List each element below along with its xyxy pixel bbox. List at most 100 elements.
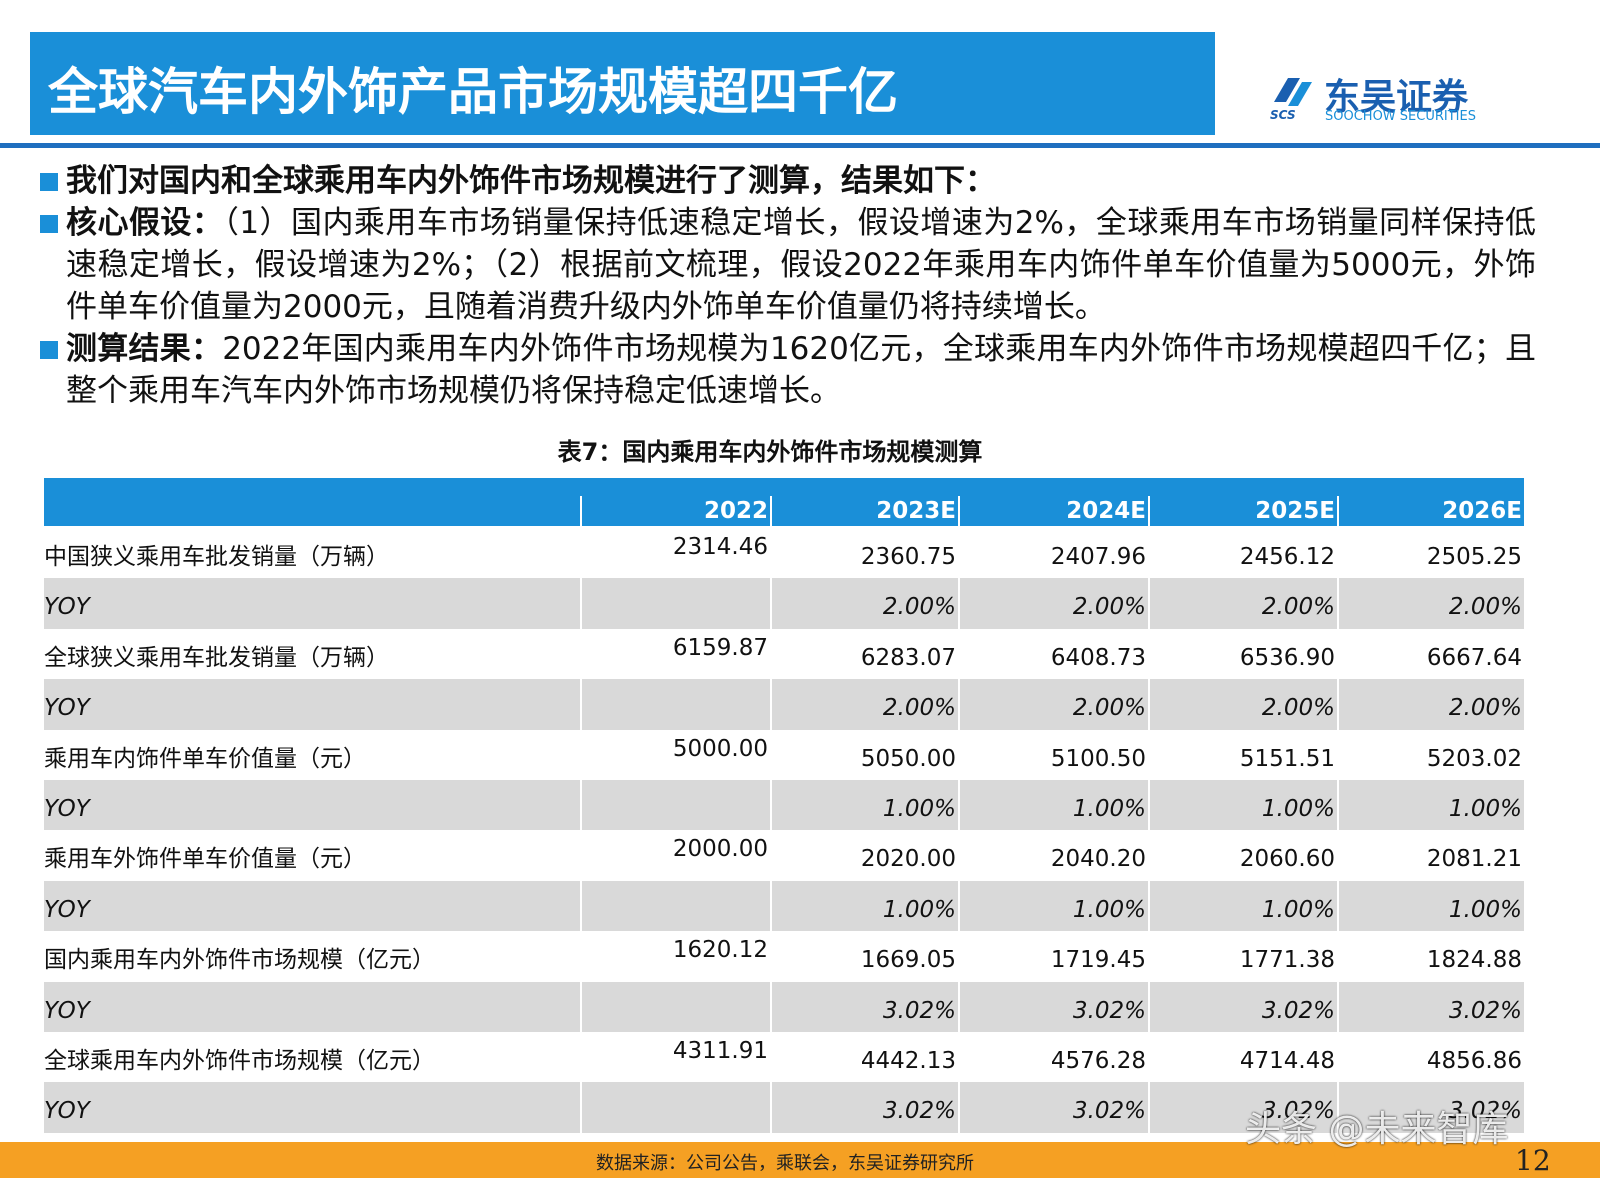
row-label: YOY — [44, 594, 90, 621]
cell-value: 1669.05 — [860, 947, 956, 974]
row-shade — [44, 880, 580, 932]
bullet-list: 我们对国内和全球乘用车内外饰件市场规模进行了测算，结果如下： 核心假设：（1）国内… — [40, 160, 1536, 412]
row-label: YOY — [44, 997, 90, 1024]
row-shade — [582, 981, 770, 1032]
cell-value: 2456.12 — [1239, 544, 1335, 570]
column-header: 2022 — [580, 496, 770, 526]
cell-value: 1719.45 — [1050, 947, 1146, 974]
cell-value: 4576.28 — [1050, 1048, 1146, 1074]
row-shade — [1339, 1082, 1524, 1133]
bullet: 测算结果：2022年国内乘用车内外饰件市场规模为1620亿元，全球乘用车内外饰件… — [40, 328, 1536, 412]
title-bar — [30, 32, 1215, 135]
cell-value: 3.02% — [1261, 997, 1335, 1024]
row-shade — [582, 578, 770, 629]
title: 全球汽车内外饰产品市场规模超四千亿 — [48, 63, 898, 121]
cell-value: 2407.96 — [1050, 544, 1146, 570]
row-label: YOY — [44, 1098, 90, 1125]
row-label: 全球狭义乘用车批发销量（万辆） — [44, 644, 389, 671]
row-shade — [582, 880, 770, 932]
row-shade — [772, 679, 958, 730]
cell-value: 4856.86 — [1426, 1048, 1522, 1074]
cell-value: 3.02% — [882, 1098, 956, 1125]
cell-value: 2020.00 — [860, 846, 956, 873]
row-label: YOY — [44, 695, 90, 722]
cell-value: 1.00% — [1448, 896, 1522, 923]
cell-value: 1.00% — [1448, 796, 1522, 822]
row-shade — [582, 1082, 770, 1133]
row-shade — [1150, 1082, 1337, 1133]
row-shade — [1150, 578, 1337, 629]
cell-value: 2000.00 — [672, 836, 768, 863]
row-shade — [44, 679, 580, 730]
row-label: 乘用车外饰件单车价值量（元） — [44, 846, 366, 873]
cell-value: 1.00% — [882, 896, 956, 923]
cell-value: 3.02% — [882, 997, 956, 1024]
row-shade — [44, 1082, 580, 1133]
cell-value: 2060.60 — [1239, 846, 1335, 873]
logo-subtitle: SOOCHOW SECURITIES — [1325, 109, 1476, 124]
row-label: YOY — [44, 796, 90, 822]
column-header: 2026E — [1337, 496, 1524, 526]
cell-value: 5151.51 — [1239, 745, 1335, 772]
row-shade — [772, 981, 958, 1032]
row-shade — [772, 578, 958, 629]
row-shade — [1339, 880, 1524, 932]
row-label: 乘用车内饰件单车价值量（元） — [44, 745, 366, 772]
cell-value: 2040.20 — [1050, 846, 1146, 873]
bullet-label: 我们对国内和全球乘用车内外饰件市场规模进行了测算，结果如下： — [66, 163, 996, 199]
row-shade — [44, 780, 580, 831]
cell-value: 1824.88 — [1426, 947, 1522, 974]
row-shade — [772, 1082, 958, 1133]
cell-value: 5000.00 — [672, 735, 768, 762]
row-shade — [772, 780, 958, 831]
cell-value: 2.00% — [882, 594, 956, 621]
table-caption: 表7：国内乘用车内外饰件市场规模测算 — [557, 438, 983, 466]
row-shade — [1339, 679, 1524, 730]
bullet-label: 核心假设： — [66, 205, 224, 241]
cell-value: 1620.12 — [672, 937, 768, 964]
cell-value: 2.00% — [1072, 695, 1146, 722]
cell-value: 2.00% — [1448, 695, 1522, 722]
cell-value: 3.02% — [1448, 1098, 1522, 1125]
cell-value: 3.02% — [1261, 1098, 1335, 1125]
row-shade — [960, 981, 1148, 1032]
row-shade — [772, 880, 958, 932]
row-shade — [1339, 578, 1524, 629]
row-shade — [960, 780, 1148, 831]
header-row-bg — [44, 478, 1524, 526]
column-header: 2024E — [958, 496, 1148, 526]
cell-value: 2360.75 — [860, 544, 956, 570]
bullet: 核心假设：（1）国内乘用车市场销量保持低速稳定增长，假设增速为2%，全球乘用车市… — [40, 202, 1536, 328]
cell-value: 1.00% — [1261, 796, 1335, 822]
row-label: 全球乘用车内外饰件市场规模（亿元） — [44, 1048, 435, 1074]
row-shade — [44, 981, 580, 1032]
cell-value: 6667.64 — [1426, 644, 1522, 671]
row-shade — [1339, 981, 1524, 1032]
cell-value: 2081.21 — [1426, 846, 1522, 873]
table: 2022 2023E 2024E 2025E 2026E 中国狭义乘用车批发销量（万辆） 2… — [44, 478, 1524, 1133]
cell-value: 2314.46 — [672, 534, 768, 560]
row-shade — [960, 880, 1148, 932]
row-shade — [1150, 679, 1337, 730]
cell-value: 2.00% — [1448, 594, 1522, 621]
cell-value: 5100.50 — [1050, 745, 1146, 772]
cell-value: 1.00% — [882, 796, 956, 822]
bullet: 我们对国内和全球乘用车内外饰件市场规模进行了测算，结果如下： — [40, 160, 1536, 202]
logo-icon — [1274, 78, 1312, 106]
cell-value: 3.02% — [1448, 997, 1522, 1024]
row-shade — [1150, 780, 1337, 831]
row-shade — [960, 578, 1148, 629]
cell-value: 2.00% — [1072, 594, 1146, 621]
column-header: 2025E — [1148, 496, 1337, 526]
row-shade — [1150, 981, 1337, 1032]
row-shade — [1339, 780, 1524, 831]
row-shade — [1150, 880, 1337, 932]
row-shade — [960, 679, 1148, 730]
row-shade — [960, 1082, 1148, 1133]
cell-value: 2505.25 — [1426, 544, 1522, 570]
bullet-text: 2022年国内乘用车内外饰件市场规模为1620亿元，全球乘用车内外饰件市场规模超… — [66, 331, 1537, 409]
cell-value: 1.00% — [1261, 896, 1335, 923]
row-label: 中国狭义乘用车批发销量（万辆） — [44, 544, 389, 570]
cell-value: 2.00% — [1261, 594, 1335, 621]
cell-value: 3.02% — [1072, 1098, 1146, 1125]
